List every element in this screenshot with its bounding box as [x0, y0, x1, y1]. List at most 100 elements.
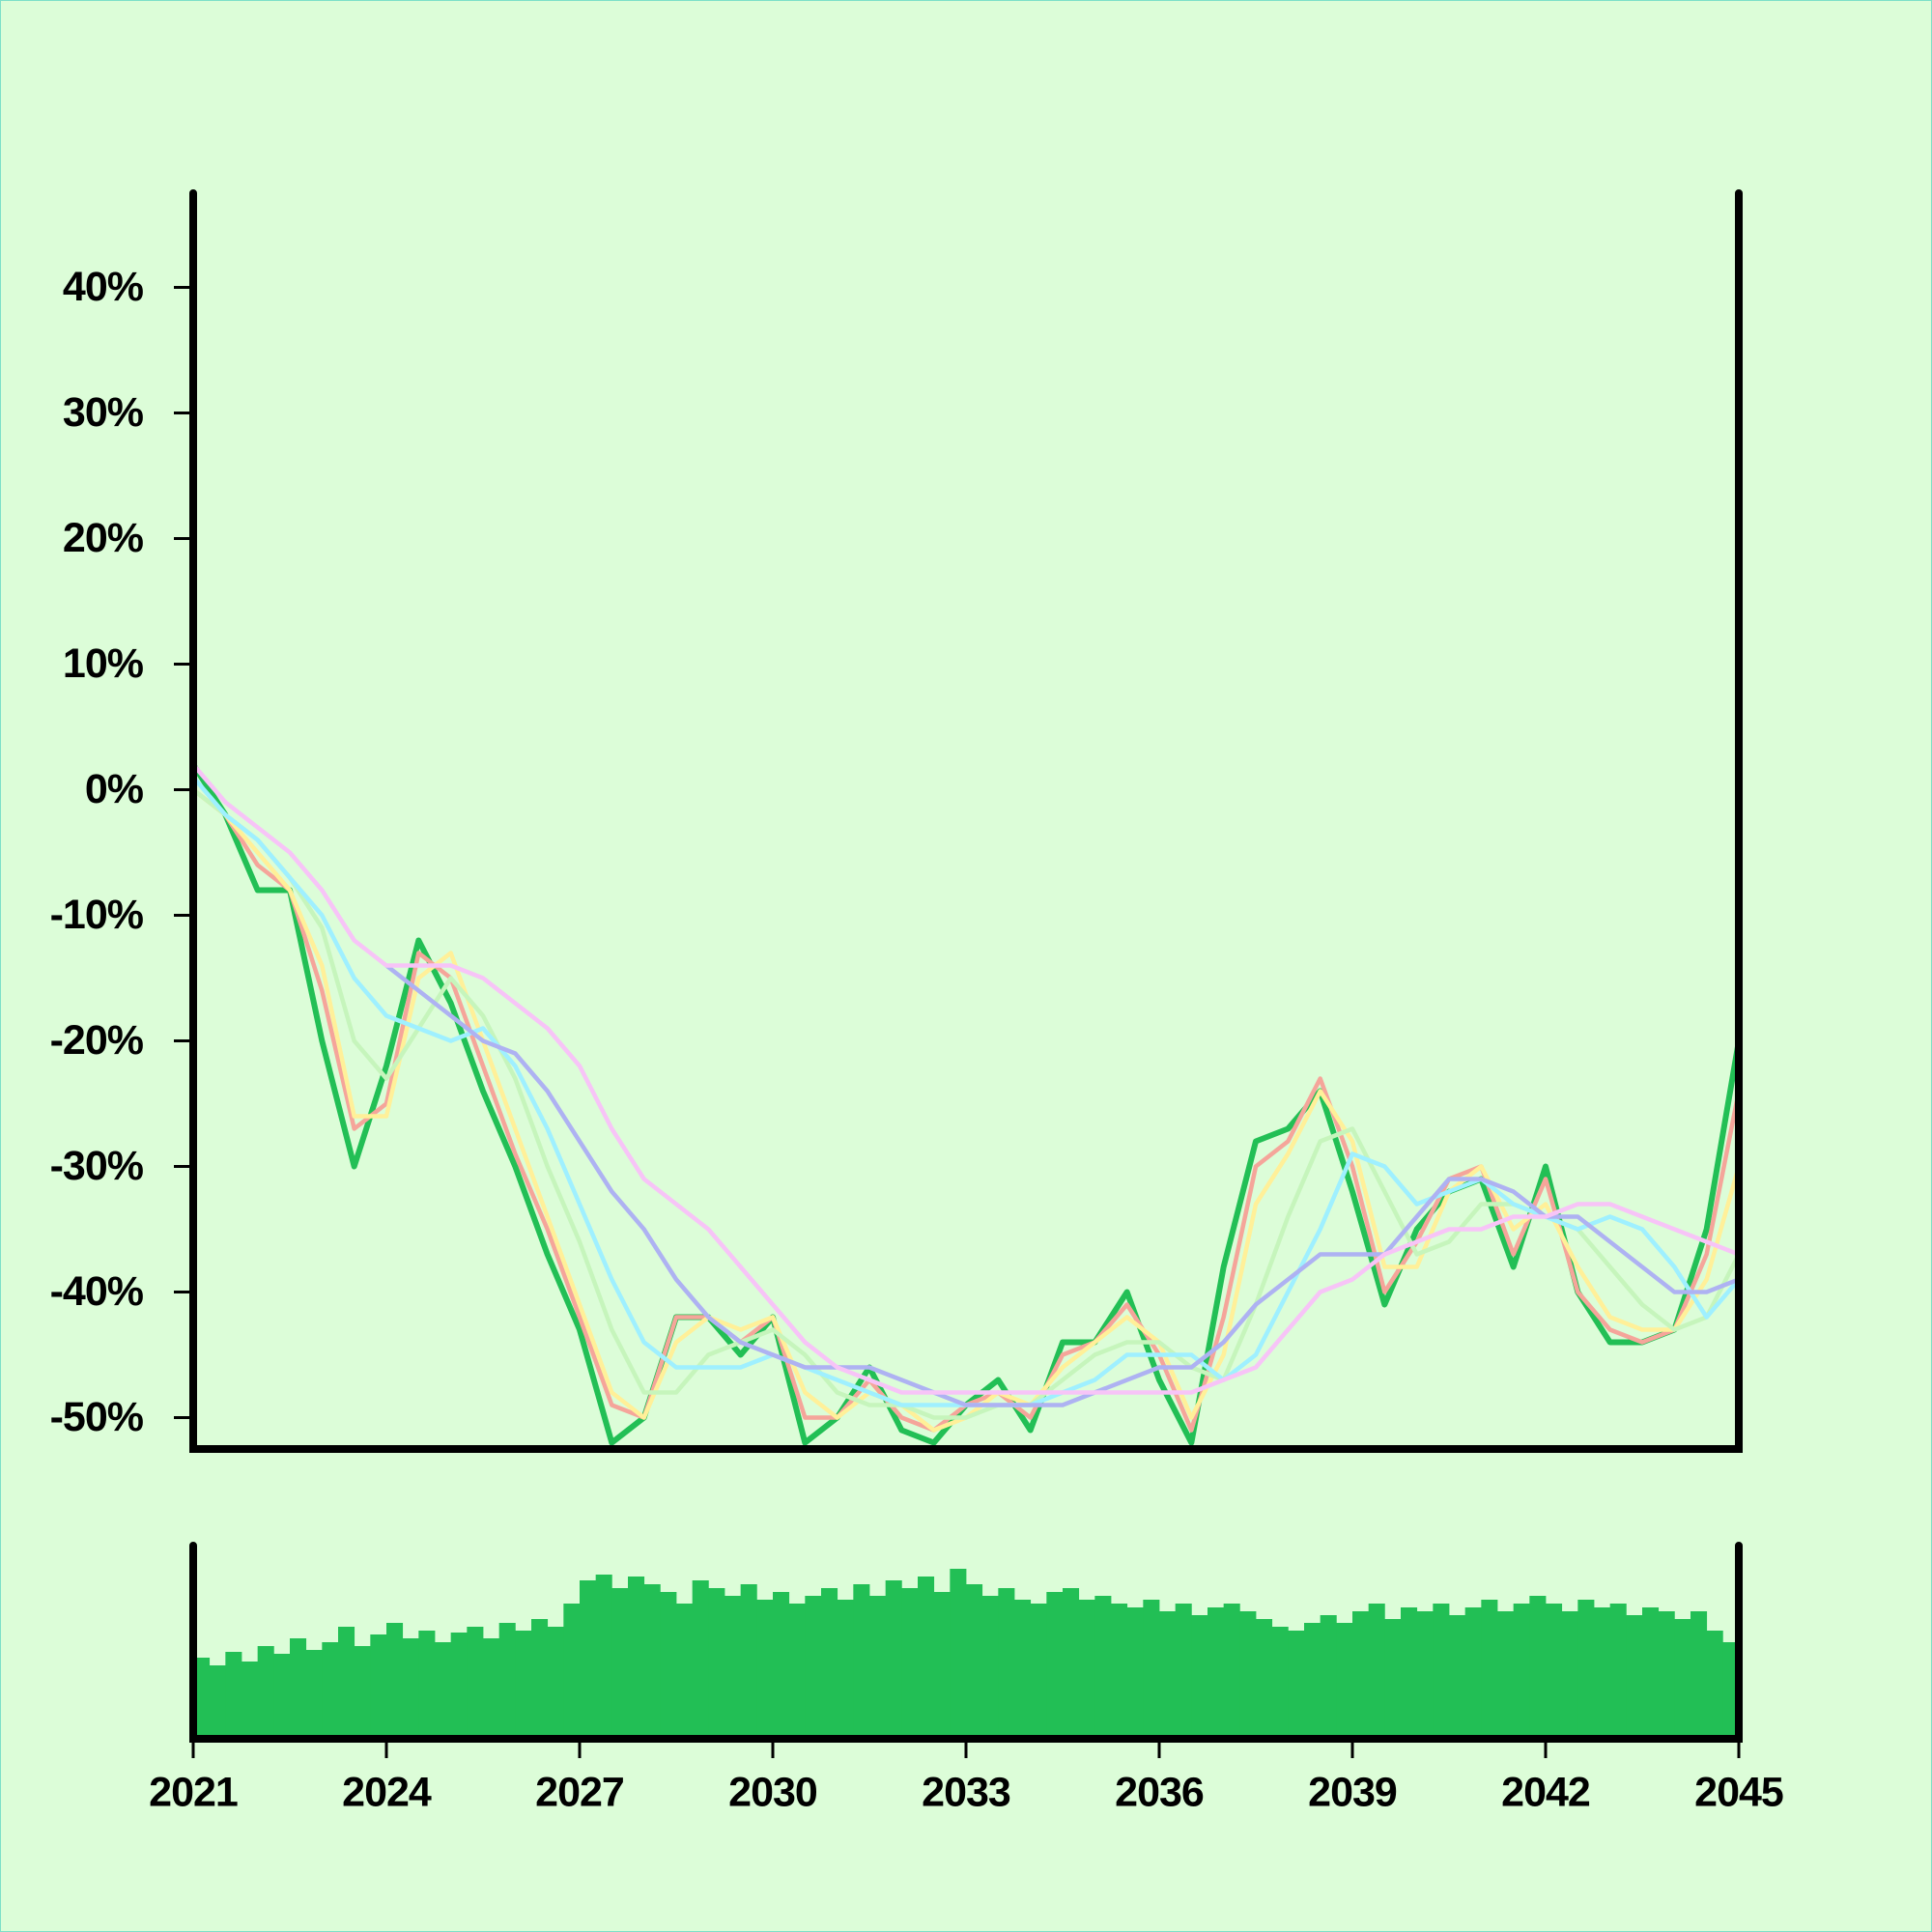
line-series: [193, 787, 1739, 1420]
volume-bar: [483, 1638, 500, 1739]
volume-bar: [305, 1650, 323, 1739]
volume-bar: [225, 1652, 242, 1739]
volume-bar: [708, 1588, 725, 1739]
volume-bar: [1577, 1600, 1595, 1739]
volume-bar: [628, 1577, 645, 1739]
x-tick-label: 2042: [1501, 1769, 1590, 1815]
line-series: [384, 963, 1739, 1407]
volume-bar: [933, 1592, 951, 1739]
volume-bar: [1416, 1611, 1434, 1739]
volume-bar: [1191, 1615, 1208, 1739]
y-tick-label: -20%: [50, 1017, 144, 1064]
volume-bar: [1433, 1604, 1450, 1739]
volume-bar: [273, 1654, 291, 1739]
volume-bar: [1497, 1611, 1515, 1739]
volume-bar: [595, 1575, 612, 1739]
x-tick-label: 2024: [342, 1769, 432, 1815]
volume-panel: [193, 1569, 1740, 1739]
volume-bar: [386, 1623, 404, 1739]
volume-bar: [837, 1600, 854, 1739]
ticks: 40% 30% 20% 10% 0% -10% -20% -30% -40% -50% 2021 20…: [50, 264, 1784, 1816]
volume-bar: [467, 1627, 484, 1739]
volume-bar: [869, 1596, 887, 1739]
volume-bar: [1143, 1600, 1160, 1739]
volume-bar: [1030, 1604, 1047, 1739]
volume-bar: [966, 1584, 983, 1739]
volume-bar: [418, 1631, 436, 1739]
volume-bar: [918, 1577, 935, 1739]
volume-bar: [354, 1646, 371, 1739]
volume-bar: [370, 1634, 387, 1739]
volume-bar: [821, 1588, 838, 1739]
volume-bar: [498, 1623, 516, 1739]
y-tick-label: 20%: [63, 515, 144, 561]
volume-bar: [1690, 1611, 1708, 1739]
volume-bar: [1111, 1604, 1128, 1739]
volume-bar: [611, 1588, 629, 1739]
y-tick-label: -40%: [50, 1268, 144, 1315]
volume-bar: [257, 1646, 274, 1739]
volume-bar: [1706, 1631, 1723, 1739]
volume-bar: [660, 1592, 677, 1739]
volume-bar: [1175, 1604, 1192, 1739]
x-tick-label: 2030: [728, 1769, 817, 1815]
volume-bar: [805, 1596, 822, 1739]
x-tick-label: 2027: [535, 1769, 624, 1815]
x-tick-label: 2021: [149, 1769, 238, 1815]
volume-bar: [1658, 1611, 1675, 1739]
volume-bar: [209, 1665, 226, 1739]
volume-bar: [981, 1596, 999, 1739]
volume-bar: [773, 1592, 790, 1739]
volume-bar: [402, 1638, 419, 1739]
x-tick-label: 2036: [1115, 1769, 1204, 1815]
volume-bar: [1546, 1604, 1563, 1739]
volume-bar: [1239, 1611, 1257, 1739]
volume-bar: [1561, 1611, 1578, 1739]
y-tick-label: 0%: [85, 766, 144, 812]
volume-bar: [853, 1584, 870, 1739]
volume-bar: [515, 1631, 532, 1739]
volume-bar: [1256, 1619, 1273, 1739]
y-tick-label: -10%: [50, 892, 144, 938]
volume-bar: [1208, 1607, 1225, 1739]
volume-bar: [676, 1604, 694, 1739]
y-tick-label: 10%: [63, 640, 144, 687]
volume-bar: [1126, 1607, 1144, 1739]
volume-bar: [1674, 1619, 1691, 1739]
volume-bar: [901, 1588, 919, 1739]
volume-bar: [1529, 1596, 1547, 1739]
volume-bar: [740, 1584, 757, 1739]
volume-bar: [450, 1633, 468, 1739]
volume-bar: [1304, 1623, 1321, 1739]
x-tick-label: 2039: [1308, 1769, 1397, 1815]
volume-bar: [580, 1580, 597, 1739]
volume-bar: [1046, 1592, 1064, 1739]
volume-bar: [1513, 1604, 1530, 1739]
volume-bar: [242, 1662, 259, 1739]
volume-bar: [322, 1642, 339, 1739]
volume-bar: [1368, 1604, 1385, 1739]
volume-bar: [1336, 1623, 1353, 1739]
volume-bar: [1223, 1604, 1240, 1739]
price-axes: [189, 189, 1743, 1453]
volume-bar: [1352, 1611, 1370, 1739]
volume-bar: [1094, 1596, 1112, 1739]
line-series: [193, 762, 1739, 1395]
volume-bar: [692, 1580, 709, 1739]
volume-bar: [1014, 1600, 1032, 1739]
volume-bar: [950, 1569, 967, 1739]
volume-bar: [724, 1596, 742, 1739]
volume-bar: [531, 1619, 549, 1739]
volume-bar: [1320, 1615, 1337, 1739]
price-panel: [193, 761, 1739, 1446]
volume-bar: [1063, 1588, 1080, 1739]
volume-bar: [756, 1600, 774, 1739]
volume-bar: [1401, 1607, 1418, 1739]
volume-bar: [338, 1627, 355, 1739]
volume-bar: [193, 1658, 211, 1739]
volume-bar: [1159, 1611, 1177, 1739]
volume-bar: [1078, 1600, 1095, 1739]
y-tick-label: -30%: [50, 1143, 144, 1189]
